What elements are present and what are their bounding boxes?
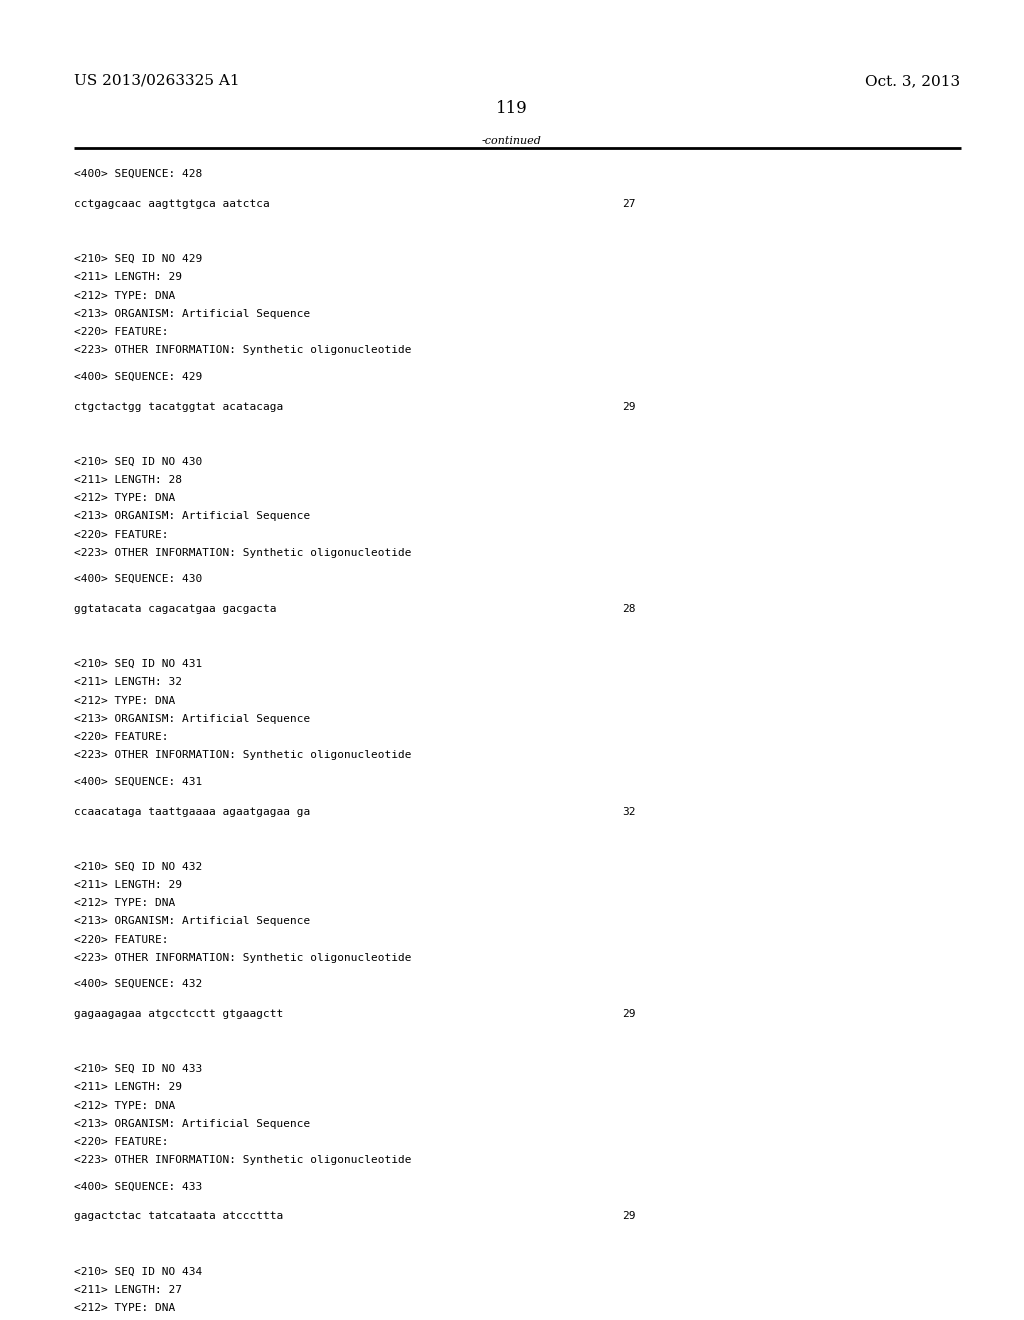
Text: 29: 29 <box>623 1008 636 1019</box>
Text: <211> LENGTH: 29: <211> LENGTH: 29 <box>74 272 181 282</box>
Text: <400> SEQUENCE: 428: <400> SEQUENCE: 428 <box>74 169 202 180</box>
Text: <212> TYPE: DNA: <212> TYPE: DNA <box>74 1303 175 1313</box>
Text: <223> OTHER INFORMATION: Synthetic oligonucleotide: <223> OTHER INFORMATION: Synthetic oligo… <box>74 750 412 760</box>
Text: <210> SEQ ID NO 430: <210> SEQ ID NO 430 <box>74 457 202 467</box>
Text: <210> SEQ ID NO 433: <210> SEQ ID NO 433 <box>74 1064 202 1074</box>
Text: 32: 32 <box>623 807 636 817</box>
Text: <213> ORGANISM: Artificial Sequence: <213> ORGANISM: Artificial Sequence <box>74 1119 310 1129</box>
Text: ggtatacata cagacatgaa gacgacta: ggtatacata cagacatgaa gacgacta <box>74 605 276 614</box>
Text: <213> ORGANISM: Artificial Sequence: <213> ORGANISM: Artificial Sequence <box>74 511 310 521</box>
Text: <400> SEQUENCE: 429: <400> SEQUENCE: 429 <box>74 371 202 381</box>
Text: <213> ORGANISM: Artificial Sequence: <213> ORGANISM: Artificial Sequence <box>74 916 310 927</box>
Text: <210> SEQ ID NO 429: <210> SEQ ID NO 429 <box>74 255 202 264</box>
Text: <211> LENGTH: 29: <211> LENGTH: 29 <box>74 1082 181 1093</box>
Text: <400> SEQUENCE: 430: <400> SEQUENCE: 430 <box>74 574 202 583</box>
Text: 28: 28 <box>623 605 636 614</box>
Text: <223> OTHER INFORMATION: Synthetic oligonucleotide: <223> OTHER INFORMATION: Synthetic oligo… <box>74 1155 412 1166</box>
Text: <223> OTHER INFORMATION: Synthetic oligonucleotide: <223> OTHER INFORMATION: Synthetic oligo… <box>74 346 412 355</box>
Text: <212> TYPE: DNA: <212> TYPE: DNA <box>74 1101 175 1110</box>
Text: <211> LENGTH: 27: <211> LENGTH: 27 <box>74 1284 181 1295</box>
Text: <223> OTHER INFORMATION: Synthetic oligonucleotide: <223> OTHER INFORMATION: Synthetic oligo… <box>74 953 412 962</box>
Text: 27: 27 <box>623 199 636 209</box>
Text: <220> FEATURE:: <220> FEATURE: <box>74 935 168 945</box>
Text: 29: 29 <box>623 1212 636 1221</box>
Text: gagaagagaa atgcctcctt gtgaagctt: gagaagagaa atgcctcctt gtgaagctt <box>74 1008 283 1019</box>
Text: <400> SEQUENCE: 432: <400> SEQUENCE: 432 <box>74 979 202 989</box>
Text: <210> SEQ ID NO 434: <210> SEQ ID NO 434 <box>74 1267 202 1276</box>
Text: <212> TYPE: DNA: <212> TYPE: DNA <box>74 696 175 706</box>
Text: <213> ORGANISM: Artificial Sequence: <213> ORGANISM: Artificial Sequence <box>74 309 310 319</box>
Text: <212> TYPE: DNA: <212> TYPE: DNA <box>74 290 175 301</box>
Text: <220> FEATURE:: <220> FEATURE: <box>74 529 168 540</box>
Text: 29: 29 <box>623 401 636 412</box>
Text: -continued: -continued <box>482 136 542 147</box>
Text: <213> ORGANISM: Artificial Sequence: <213> ORGANISM: Artificial Sequence <box>74 714 310 723</box>
Text: <400> SEQUENCE: 433: <400> SEQUENCE: 433 <box>74 1181 202 1192</box>
Text: <223> OTHER INFORMATION: Synthetic oligonucleotide: <223> OTHER INFORMATION: Synthetic oligo… <box>74 548 412 558</box>
Text: <400> SEQUENCE: 431: <400> SEQUENCE: 431 <box>74 776 202 787</box>
Text: Oct. 3, 2013: Oct. 3, 2013 <box>865 74 961 88</box>
Text: ctgctactgg tacatggtat acatacaga: ctgctactgg tacatggtat acatacaga <box>74 401 283 412</box>
Text: <211> LENGTH: 29: <211> LENGTH: 29 <box>74 880 181 890</box>
Text: <212> TYPE: DNA: <212> TYPE: DNA <box>74 494 175 503</box>
Text: ccaacataga taattgaaaa agaatgagaa ga: ccaacataga taattgaaaa agaatgagaa ga <box>74 807 310 817</box>
Text: <211> LENGTH: 28: <211> LENGTH: 28 <box>74 475 181 484</box>
Text: 119: 119 <box>496 100 528 117</box>
Text: gagactctac tatcataata atcccttta: gagactctac tatcataata atcccttta <box>74 1212 283 1221</box>
Text: <210> SEQ ID NO 431: <210> SEQ ID NO 431 <box>74 659 202 669</box>
Text: US 2013/0263325 A1: US 2013/0263325 A1 <box>74 74 240 88</box>
Text: cctgagcaac aagttgtgca aatctca: cctgagcaac aagttgtgca aatctca <box>74 199 269 209</box>
Text: <210> SEQ ID NO 432: <210> SEQ ID NO 432 <box>74 862 202 871</box>
Text: <211> LENGTH: 32: <211> LENGTH: 32 <box>74 677 181 688</box>
Text: <220> FEATURE:: <220> FEATURE: <box>74 327 168 337</box>
Text: <220> FEATURE:: <220> FEATURE: <box>74 1137 168 1147</box>
Text: <220> FEATURE:: <220> FEATURE: <box>74 733 168 742</box>
Text: <212> TYPE: DNA: <212> TYPE: DNA <box>74 898 175 908</box>
